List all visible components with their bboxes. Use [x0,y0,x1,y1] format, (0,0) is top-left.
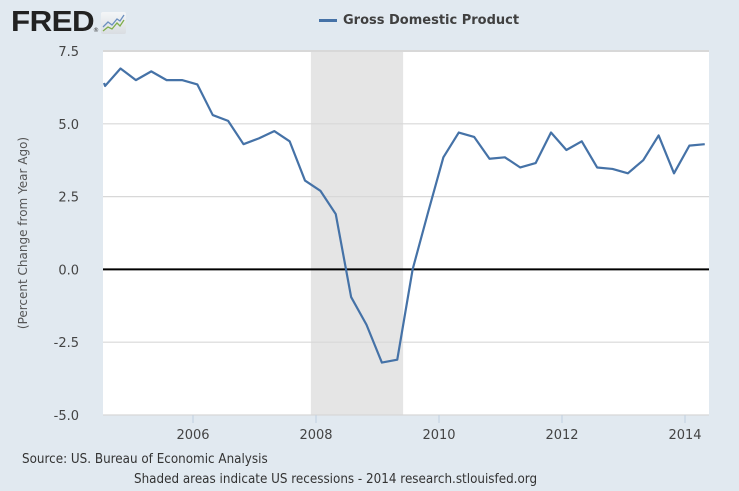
x-tick-marks [192,415,686,423]
legend-series-label: Gross Domestic Product [343,13,520,28]
svg-text:2014: 2014 [668,428,701,443]
svg-text:2010: 2010 [422,428,455,443]
chart-legend[interactable]: Gross Domestic Product [319,13,519,28]
registered-mark: ® [93,27,99,34]
svg-text:2006: 2006 [176,428,209,443]
svg-text:2.5: 2.5 [58,191,79,206]
fred-logo: FRED [11,6,95,38]
svg-text:7.5: 7.5 [58,45,79,60]
recession-shading [310,51,404,415]
svg-text:-5.0: -5.0 [54,409,79,424]
svg-text:0.0: 0.0 [58,263,79,278]
svg-text:2008: 2008 [299,428,332,443]
svg-text:-2.5: -2.5 [54,336,79,351]
y-axis-ticks: 7.5 5.0 2.5 0.0 -2.5 -5.0 [54,45,79,424]
plot-area [103,51,709,415]
recession-note: Shaded areas indicate US recessions - 20… [134,472,538,487]
x-axis-ticks: 2006 2008 2010 2012 2014 [176,428,701,443]
svg-text:2012: 2012 [545,428,578,443]
legend-swatch [319,19,337,22]
y-axis-label: (Percent Change from Year Ago) [16,137,30,329]
gdp-series-line[interactable] [102,67,705,364]
chart-line-icon [101,12,126,34]
svg-text:5.0: 5.0 [58,118,79,133]
source-note: Source: US. Bureau of Economic Analysis [22,452,268,467]
gridlines [103,50,709,416]
